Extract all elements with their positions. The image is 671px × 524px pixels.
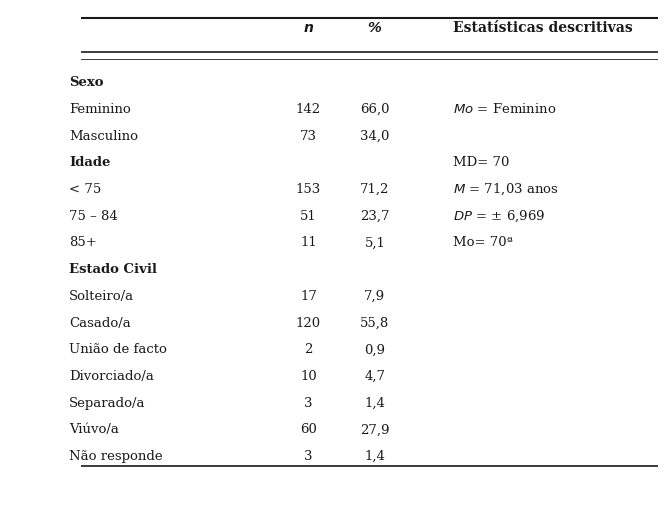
Text: 71,2: 71,2 — [360, 183, 389, 196]
Text: Viúvo/a: Viúvo/a — [69, 423, 119, 436]
Text: 7,9: 7,9 — [364, 290, 385, 303]
Text: 73: 73 — [300, 129, 317, 143]
Text: 27,9: 27,9 — [360, 423, 390, 436]
Text: 0,9: 0,9 — [364, 343, 385, 356]
Text: Divorciado/a: Divorciado/a — [69, 370, 154, 383]
Text: 3: 3 — [304, 397, 313, 410]
Text: Feminino: Feminino — [69, 103, 131, 116]
Text: 3: 3 — [304, 450, 313, 463]
Text: $\bfit{\%}$: $\bfit{\%}$ — [367, 21, 382, 35]
Text: < 75: < 75 — [69, 183, 101, 196]
Text: $\bfit{n}$: $\bfit{n}$ — [303, 21, 314, 35]
Text: Idade: Idade — [69, 156, 110, 169]
Text: Mo= 70ª: Mo= 70ª — [453, 236, 513, 249]
Text: 4,7: 4,7 — [364, 370, 385, 383]
Text: 2: 2 — [304, 343, 313, 356]
Text: 1,4: 1,4 — [364, 397, 385, 410]
Text: 55,8: 55,8 — [360, 316, 389, 330]
Text: 5,1: 5,1 — [364, 236, 385, 249]
Text: 1,4: 1,4 — [364, 450, 385, 463]
Text: 11: 11 — [300, 236, 317, 249]
Text: $\mathit{Mo}$ = Feminino: $\mathit{Mo}$ = Feminino — [453, 103, 556, 116]
Text: MD= 70: MD= 70 — [453, 156, 509, 169]
Text: 153: 153 — [296, 183, 321, 196]
Text: Solteiro/a: Solteiro/a — [69, 290, 134, 303]
Text: Masculino: Masculino — [69, 129, 138, 143]
Text: 120: 120 — [296, 316, 321, 330]
Text: $\mathit{M}$ = 71,03 anos: $\mathit{M}$ = 71,03 anos — [453, 182, 558, 198]
Text: $\mathit{DP}$ = ± 6,969: $\mathit{DP}$ = ± 6,969 — [453, 209, 545, 224]
Text: Sexo: Sexo — [69, 77, 103, 89]
Text: 10: 10 — [300, 370, 317, 383]
Text: Não responde: Não responde — [69, 450, 162, 463]
Text: Estatísticas descritivas: Estatísticas descritivas — [453, 21, 633, 35]
Text: União de facto: União de facto — [69, 343, 167, 356]
Text: 23,7: 23,7 — [360, 210, 390, 223]
Text: 66,0: 66,0 — [360, 103, 390, 116]
Text: 51: 51 — [300, 210, 317, 223]
Text: Estado Civil: Estado Civil — [69, 263, 157, 276]
Text: 17: 17 — [300, 290, 317, 303]
Text: 142: 142 — [296, 103, 321, 116]
Text: 85+: 85+ — [69, 236, 97, 249]
Text: Casado/a: Casado/a — [69, 316, 131, 330]
Text: 75 – 84: 75 – 84 — [69, 210, 117, 223]
Text: 60: 60 — [300, 423, 317, 436]
Text: 34,0: 34,0 — [360, 129, 389, 143]
Text: Separado/a: Separado/a — [69, 397, 146, 410]
